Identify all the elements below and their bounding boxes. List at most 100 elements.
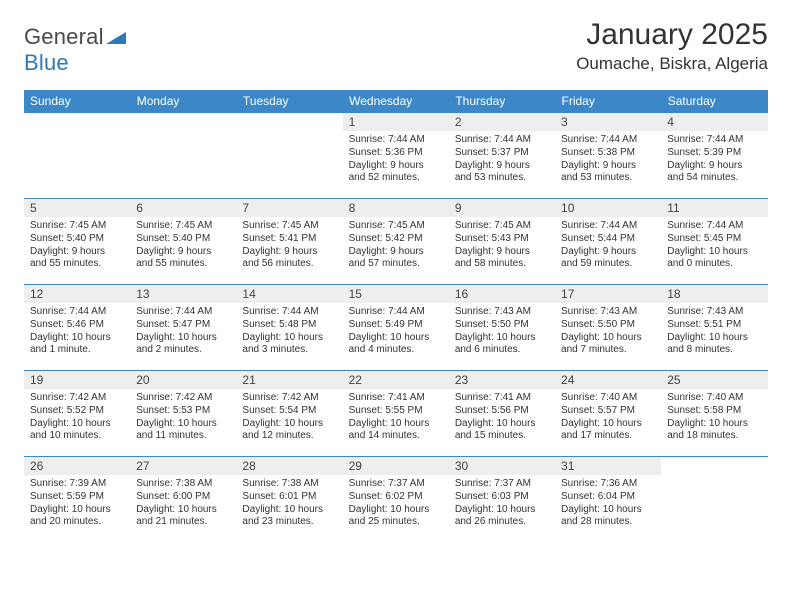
day-cell: 1Sunrise: 7:44 AMSunset: 5:36 PMDaylight… (343, 113, 449, 199)
sunset-line: Sunset: 6:02 PM (349, 491, 443, 504)
sunset-value: 5:42 PM (385, 233, 422, 244)
day-cell: 25Sunrise: 7:40 AMSunset: 5:58 PMDayligh… (661, 371, 767, 457)
day-cell: 6Sunrise: 7:45 AMSunset: 5:40 PMDaylight… (130, 199, 236, 285)
sunset-label: Sunset: (667, 233, 704, 244)
day-cell: 9Sunrise: 7:45 AMSunset: 5:43 PMDaylight… (449, 199, 555, 285)
day-cell: 8Sunrise: 7:45 AMSunset: 5:42 PMDaylight… (343, 199, 449, 285)
day-details: Sunrise: 7:45 AMSunset: 5:42 PMDaylight:… (343, 217, 449, 275)
sunrise-line: Sunrise: 7:45 AM (455, 220, 549, 233)
day-details: Sunrise: 7:38 AMSunset: 6:00 PMDaylight:… (130, 475, 236, 533)
day-number: 5 (24, 199, 130, 217)
sunset-line: Sunset: 5:45 PM (667, 233, 761, 246)
sunset-label: Sunset: (561, 491, 598, 502)
sunset-label: Sunset: (455, 491, 492, 502)
sunrise-line: Sunrise: 7:45 AM (136, 220, 230, 233)
sunset-value: 5:49 PM (385, 319, 422, 330)
day-number: 11 (661, 199, 767, 217)
daylight-line: Daylight: 9 hours and 59 minutes. (561, 246, 655, 272)
sunset-line: Sunset: 5:54 PM (242, 405, 336, 418)
sunset-line: Sunset: 5:39 PM (667, 147, 761, 160)
week-row: 19Sunrise: 7:42 AMSunset: 5:52 PMDayligh… (24, 371, 768, 457)
daylight-label: Daylight: (30, 332, 72, 343)
sunrise-value: 7:43 AM (600, 306, 637, 317)
sunset-value: 5:56 PM (492, 405, 529, 416)
sunrise-value: 7:38 AM (282, 478, 319, 489)
day-number: 28 (236, 457, 342, 475)
sunset-label: Sunset: (561, 319, 598, 330)
day-number: 31 (555, 457, 661, 475)
sunrise-label: Sunrise: (667, 306, 706, 317)
day-number: 27 (130, 457, 236, 475)
logo-shape (106, 24, 126, 50)
day-number: 9 (449, 199, 555, 217)
daylight-label: Daylight: (349, 246, 391, 257)
sunset-value: 6:04 PM (598, 491, 635, 502)
empty-cell (661, 457, 767, 543)
sunrise-value: 7:44 AM (176, 306, 213, 317)
sunrise-line: Sunrise: 7:45 AM (242, 220, 336, 233)
sunset-value: 5:50 PM (598, 319, 635, 330)
day-number: 29 (343, 457, 449, 475)
sunset-line: Sunset: 6:01 PM (242, 491, 336, 504)
sunrise-label: Sunrise: (242, 220, 281, 231)
day-number: 3 (555, 113, 661, 131)
sunset-line: Sunset: 5:36 PM (349, 147, 443, 160)
day-number: 26 (24, 457, 130, 475)
day-cell: 5Sunrise: 7:45 AMSunset: 5:40 PMDaylight… (24, 199, 130, 285)
sunrise-label: Sunrise: (455, 478, 494, 489)
day-number: 13 (130, 285, 236, 303)
daylight-label: Daylight: (242, 332, 284, 343)
dow-cell: Saturday (661, 90, 767, 113)
sunset-label: Sunset: (242, 233, 279, 244)
daylight-label: Daylight: (561, 332, 603, 343)
sunset-value: 5:50 PM (492, 319, 529, 330)
day-number: 18 (661, 285, 767, 303)
day-details: Sunrise: 7:36 AMSunset: 6:04 PMDaylight:… (555, 475, 661, 533)
sunrise-label: Sunrise: (561, 306, 600, 317)
sunrise-label: Sunrise: (455, 134, 494, 145)
daylight-line: Daylight: 9 hours and 55 minutes. (30, 246, 124, 272)
day-number: 21 (236, 371, 342, 389)
sunrise-value: 7:36 AM (600, 478, 637, 489)
daylight-label: Daylight: (561, 246, 603, 257)
day-cell: 16Sunrise: 7:43 AMSunset: 5:50 PMDayligh… (449, 285, 555, 371)
sunrise-line: Sunrise: 7:42 AM (242, 392, 336, 405)
calendar-table: SundayMondayTuesdayWednesdayThursdayFrid… (24, 90, 768, 543)
sunrise-value: 7:41 AM (494, 392, 531, 403)
day-number: 23 (449, 371, 555, 389)
daylight-label: Daylight: (30, 504, 72, 515)
day-number: 6 (130, 199, 236, 217)
sunset-label: Sunset: (136, 319, 173, 330)
sunrise-label: Sunrise: (561, 392, 600, 403)
brand-logo: General Blue (24, 18, 126, 76)
sunset-label: Sunset: (242, 405, 279, 416)
sunrise-label: Sunrise: (561, 220, 600, 231)
sunset-label: Sunset: (455, 233, 492, 244)
day-cell: 26Sunrise: 7:39 AMSunset: 5:59 PMDayligh… (24, 457, 130, 543)
sunset-label: Sunset: (349, 147, 386, 158)
day-details: Sunrise: 7:42 AMSunset: 5:53 PMDaylight:… (130, 389, 236, 447)
sunrise-line: Sunrise: 7:43 AM (667, 306, 761, 319)
sunset-value: 5:53 PM (173, 405, 210, 416)
sunset-label: Sunset: (242, 491, 279, 502)
sunrise-label: Sunrise: (561, 134, 600, 145)
logo-text-general: General (24, 24, 104, 49)
day-details: Sunrise: 7:42 AMSunset: 5:52 PMDaylight:… (24, 389, 130, 447)
sunrise-line: Sunrise: 7:37 AM (349, 478, 443, 491)
sunset-label: Sunset: (349, 319, 386, 330)
day-cell: 20Sunrise: 7:42 AMSunset: 5:53 PMDayligh… (130, 371, 236, 457)
dow-cell: Wednesday (343, 90, 449, 113)
daylight-label: Daylight: (455, 504, 497, 515)
day-details: Sunrise: 7:44 AMSunset: 5:48 PMDaylight:… (236, 303, 342, 361)
day-cell: 15Sunrise: 7:44 AMSunset: 5:49 PMDayligh… (343, 285, 449, 371)
sunrise-line: Sunrise: 7:42 AM (30, 392, 124, 405)
sunrise-line: Sunrise: 7:40 AM (561, 392, 655, 405)
day-details: Sunrise: 7:44 AMSunset: 5:44 PMDaylight:… (555, 217, 661, 275)
sunrise-line: Sunrise: 7:44 AM (667, 220, 761, 233)
sunset-value: 5:38 PM (598, 147, 635, 158)
week-row: 26Sunrise: 7:39 AMSunset: 5:59 PMDayligh… (24, 457, 768, 543)
sunset-label: Sunset: (561, 147, 598, 158)
daylight-label: Daylight: (667, 160, 709, 171)
dow-row: SundayMondayTuesdayWednesdayThursdayFrid… (24, 90, 768, 113)
sunset-value: 5:47 PM (173, 319, 210, 330)
